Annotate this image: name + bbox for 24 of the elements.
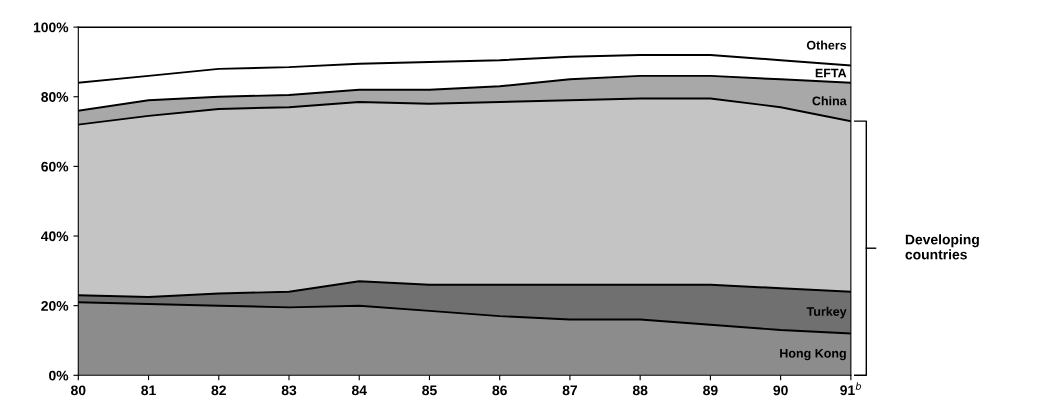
x-tick-label: 81 xyxy=(141,385,156,396)
x-tick-label: 91$^{b}$ xyxy=(840,382,862,396)
x-tick-label: 87 xyxy=(562,385,578,396)
series-label: Others xyxy=(806,40,847,50)
y-tick-label: 40% xyxy=(40,231,69,242)
y-tick-label: 60% xyxy=(41,161,69,172)
x-tick-label: 80 xyxy=(71,385,86,396)
x-tick-label: 85 xyxy=(422,385,437,396)
x-tick-label: 86 xyxy=(492,385,507,396)
x-tick-label: 88 xyxy=(632,385,648,396)
series-label: Turkey xyxy=(806,306,847,319)
series-label: China xyxy=(812,96,847,106)
x-tick-label: 83 xyxy=(281,385,297,396)
x-tick-label: 84 xyxy=(351,385,367,396)
x-tick-label: 90 xyxy=(773,385,788,396)
x-tick-label: 89 xyxy=(703,385,718,396)
x-tick-label: 82 xyxy=(211,385,226,396)
y-tick-label: 80% xyxy=(41,92,69,102)
y-tick-label: 20% xyxy=(41,301,69,311)
y-tick-label: 100% xyxy=(33,22,69,33)
text: Developing countries xyxy=(905,234,979,260)
series-label: EFTA xyxy=(815,68,847,78)
y-tick-label: 0% xyxy=(49,370,69,381)
series-label: Hong Kong xyxy=(780,348,846,361)
